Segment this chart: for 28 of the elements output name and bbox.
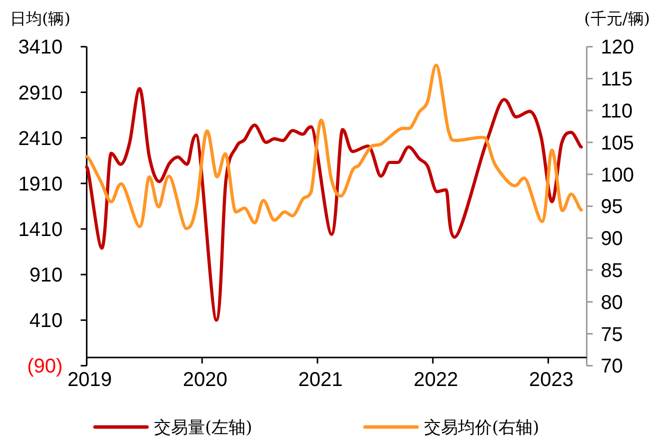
x-tick-label: 2021 (298, 369, 343, 391)
y-tick-label: 1910 (18, 173, 63, 196)
y2-tick-label: 70 (600, 356, 623, 378)
y-tick-label: 3410 (18, 36, 63, 59)
x-tick-label: 2019 (67, 369, 112, 391)
y2-tick-label: 120 (600, 36, 634, 59)
legend-label: 交易量(左轴) (154, 418, 252, 438)
y-tick-label: 910 (29, 264, 63, 287)
x-tick-label: 2020 (182, 369, 228, 391)
y2-tick-label: 105 (600, 132, 634, 154)
y2-tick-label: 95 (600, 196, 623, 218)
y-tick-label: 2410 (18, 128, 63, 150)
y2-tick-label: 90 (600, 228, 623, 250)
y2-axis-title: (千元/辆) (584, 9, 650, 28)
y2-tick-label: 115 (600, 68, 633, 91)
y-axis-title: 日均(辆) (10, 9, 70, 28)
y2-tick-label: 85 (600, 260, 623, 282)
y-tick-label: 410 (29, 310, 63, 332)
y-tick-label: (90) (27, 356, 63, 378)
x-tick-label: 2022 (414, 369, 458, 391)
y2-tick-label: 80 (600, 292, 623, 314)
x-tick-label: 2023 (528, 369, 574, 391)
y2-tick-label: 110 (600, 100, 633, 122)
y2-tick-label: 75 (600, 324, 623, 346)
legend-label: 交易均价(右轴) (424, 418, 540, 438)
y2-tick-label: 100 (600, 164, 634, 186)
y-tick-label: 1410 (18, 218, 63, 241)
y-tick-label: 2910 (18, 82, 63, 104)
